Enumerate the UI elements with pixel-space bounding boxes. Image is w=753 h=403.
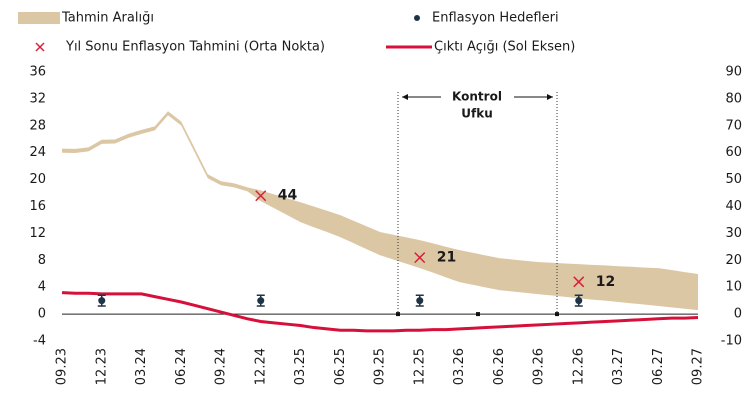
x-tick-label: 12.25 [412,348,427,385]
x-tick-label: 03.24 [134,348,149,385]
x-tick-label: 12.26 [571,348,586,385]
x-tick-label: 12.23 [94,348,109,385]
horizon-marker [476,312,480,317]
legend-label: Tahmin Aralığı [61,11,154,26]
target-point [416,297,424,305]
x-tick-label: 03.27 [611,348,626,385]
y2-tick-label: 40 [725,199,742,214]
data-label: 44 [278,188,298,204]
x-tick-label: 06.25 [333,348,348,385]
forecast-band [62,111,698,311]
x-tick-label: 06.26 [492,348,507,385]
y2-tick-label: 20 [725,253,742,268]
forecast-point [573,276,585,288]
y-tick-label: 12 [29,226,46,241]
y2-tick-label: 70 [725,118,742,133]
x-tick-label: 09.27 [691,348,706,385]
horizon-marker [396,312,400,317]
y-tick-label: 28 [29,118,46,133]
target-point [98,297,106,305]
legend-swatch [414,15,420,21]
legend-label: Enflasyon Hedefleri [432,11,559,26]
y2-tick-label: -10 [721,334,742,349]
x-tick-label: 09.23 [55,348,70,385]
y2-tick-label: 60 [725,145,742,160]
y-tick-label: 0 [38,307,46,322]
annotation: Kontrol [452,90,502,104]
y-tick-label: 16 [29,199,46,214]
y2-tick-label: 50 [725,172,742,187]
x-tick-label: 09.24 [214,348,229,385]
legend-swatch [35,42,45,52]
y-tick-label: 32 [29,91,46,106]
y-tick-label: 8 [38,253,46,268]
x-tick-label: 12.24 [253,348,268,385]
y-tick-label: -4 [33,334,46,349]
horizon-marker [555,312,559,317]
annotation: Ufku [461,107,493,121]
y2-tick-label: 30 [725,226,742,241]
x-tick-label: 03.25 [293,348,308,385]
x-tick-label: 09.26 [532,348,547,385]
y-tick-label: 4 [38,280,46,295]
y-tick-label: 24 [29,145,46,160]
legend-label: Çıktı Açığı (Sol Eksen) [434,40,575,55]
x-tick-label: 03.26 [452,348,467,385]
data-label: 21 [437,250,456,266]
y2-tick-label: 80 [725,91,742,106]
legend-swatch [18,12,60,24]
target-point [575,297,583,305]
y2-tick-label: 90 [725,65,742,80]
data-label: 12 [596,274,615,290]
x-tick-label: 09.25 [373,348,388,385]
y-tick-label: 20 [29,172,46,187]
plot [61,111,699,333]
y2-tick-label: 10 [725,280,742,295]
x-tick-label: 06.27 [651,348,666,385]
y2-tick-label: 0 [734,307,742,322]
y-tick-label: 36 [29,65,46,80]
x-tick-label: 06.24 [174,348,189,385]
forecast-point [414,252,426,264]
output-gap-line [61,291,699,333]
forecast-point [255,190,267,202]
legend-label: Yıl Sonu Enflasyon Tahmini (Orta Nokta) [65,40,325,55]
target-point [257,297,265,305]
